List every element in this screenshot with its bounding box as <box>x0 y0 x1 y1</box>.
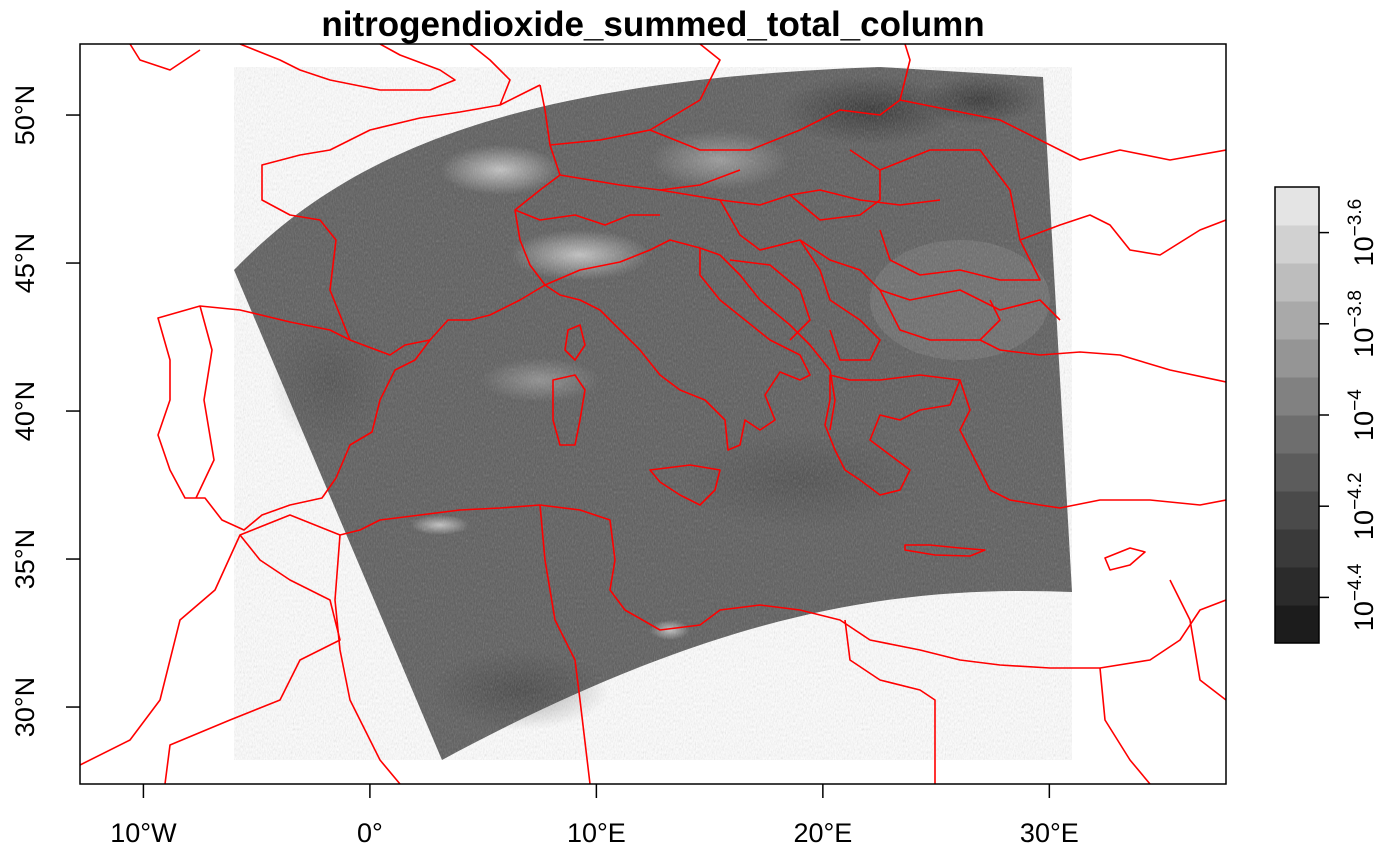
colorbar-segment <box>1275 377 1319 416</box>
corsica <box>564 324 586 361</box>
crete <box>904 544 986 557</box>
y-axis: 30°N 35°N 40°N 45°N 50°N <box>10 85 80 737</box>
x-tick-label: 10°E <box>567 818 626 848</box>
hungary-border <box>789 149 881 221</box>
map-title: nitrogendioxide_summed_total_column <box>321 5 984 44</box>
benelux-border <box>469 44 511 106</box>
country-borders <box>80 44 1226 784</box>
y-tick-label: 35°N <box>10 529 40 589</box>
colorbar-tick-label: 10−3.6 <box>1345 199 1379 267</box>
y-tick-label: 50°N <box>10 85 40 145</box>
adriatic-coast <box>699 247 836 431</box>
colorbar-tick-base: 10 <box>1349 510 1379 540</box>
iberia-border <box>195 305 215 499</box>
france-coast <box>261 84 541 341</box>
north-africa-coast <box>80 504 1226 766</box>
colorbar-tick-base: 10 <box>1349 236 1379 266</box>
france-east-border <box>429 84 561 341</box>
morocco-border <box>164 534 341 784</box>
colorbar-segment <box>1275 301 1319 340</box>
colorbar-tick-label: 10−3.8 <box>1345 290 1379 358</box>
algeria-border <box>334 534 401 784</box>
levant-border <box>1169 579 1226 701</box>
balkans-borders <box>719 199 1061 321</box>
colorbar-tick-exponent: −4.4 <box>1345 563 1366 601</box>
colorbar-segment <box>1275 225 1319 264</box>
colorbar-tick-text: 10−4.2 <box>1345 472 1379 540</box>
x-axis: 10°W 0° 10°E 20°E 30°E <box>110 784 1079 848</box>
serbia-border <box>799 239 881 361</box>
colorbar-segment <box>1275 567 1319 606</box>
iberia-coast <box>157 305 431 531</box>
swath-noise <box>234 67 1072 760</box>
no2-swath <box>234 67 1072 760</box>
turkey-west-coast <box>959 379 1226 509</box>
cyprus <box>1104 547 1146 571</box>
x-tick-label: 30°E <box>1020 818 1079 848</box>
czech-border <box>649 44 911 151</box>
y-tick-label: 30°N <box>10 677 40 737</box>
colorbar-tick-exponent: −3.8 <box>1345 290 1366 328</box>
colorbar-tick-label: 10−4.2 <box>1345 472 1379 540</box>
bosnia-border <box>729 259 811 341</box>
colorbar-tick-text: 10−3.6 <box>1345 199 1379 267</box>
colorbar-tick-base: 10 <box>1349 411 1379 441</box>
x-tick-label: 20°E <box>793 818 852 848</box>
uk-coast <box>239 44 456 91</box>
colorbar-segment <box>1275 453 1319 492</box>
colorbar-segment <box>1275 263 1319 302</box>
plot-area <box>80 44 1226 784</box>
libya-border <box>844 619 936 784</box>
colorbar-tick-exponent: −4 <box>1345 389 1366 411</box>
y-tick-label: 40°N <box>10 381 40 441</box>
germany-border <box>549 44 721 146</box>
plot-frame <box>79 43 1227 785</box>
colorbar-tick-exponent: −4.2 <box>1345 472 1366 510</box>
black-sea-coast <box>1019 214 1226 256</box>
colorbar-segment <box>1275 491 1319 530</box>
y-tick-label: 45°N <box>10 233 40 293</box>
turkey-coast <box>979 339 1226 383</box>
bulgaria-border <box>879 289 1001 341</box>
austria-border <box>659 189 941 206</box>
ukraine-border <box>899 99 1226 161</box>
colorbar: 10−4.410−4.210−410−3.810−3.6 <box>1274 186 1379 644</box>
tunisia-border <box>539 504 591 784</box>
greece-coast <box>824 374 961 496</box>
colorbar-segment <box>1275 605 1319 644</box>
colorbar-tick-label: 10−4.4 <box>1345 563 1379 631</box>
colorbar-segment <box>1275 415 1319 454</box>
colorbar-tick-text: 10−4 <box>1345 389 1379 441</box>
italy-coast <box>544 239 811 451</box>
ireland-coast <box>129 44 201 71</box>
colorbar-tick-base: 10 <box>1349 601 1379 631</box>
colorbar-tick-text: 10−3.8 <box>1345 290 1379 358</box>
colorbar-tick-base: 10 <box>1349 328 1379 358</box>
romania-border <box>879 149 1041 281</box>
x-tick-label: 10°W <box>110 818 177 848</box>
swiss-border <box>514 209 660 226</box>
colorbar-tick-text: 10−4.4 <box>1345 563 1379 631</box>
colorbar-segment <box>1275 529 1319 568</box>
colorbar-segment <box>1275 187 1319 226</box>
colorbar-tick-exponent: −3.6 <box>1345 199 1366 237</box>
sardinia <box>552 374 586 446</box>
sicily <box>649 464 721 506</box>
colorbar-segment <box>1275 339 1319 378</box>
egypt-border <box>1099 667 1151 784</box>
colorbar-tick-label: 10−4 <box>1345 389 1379 441</box>
x-tick-label: 0° <box>357 818 383 848</box>
